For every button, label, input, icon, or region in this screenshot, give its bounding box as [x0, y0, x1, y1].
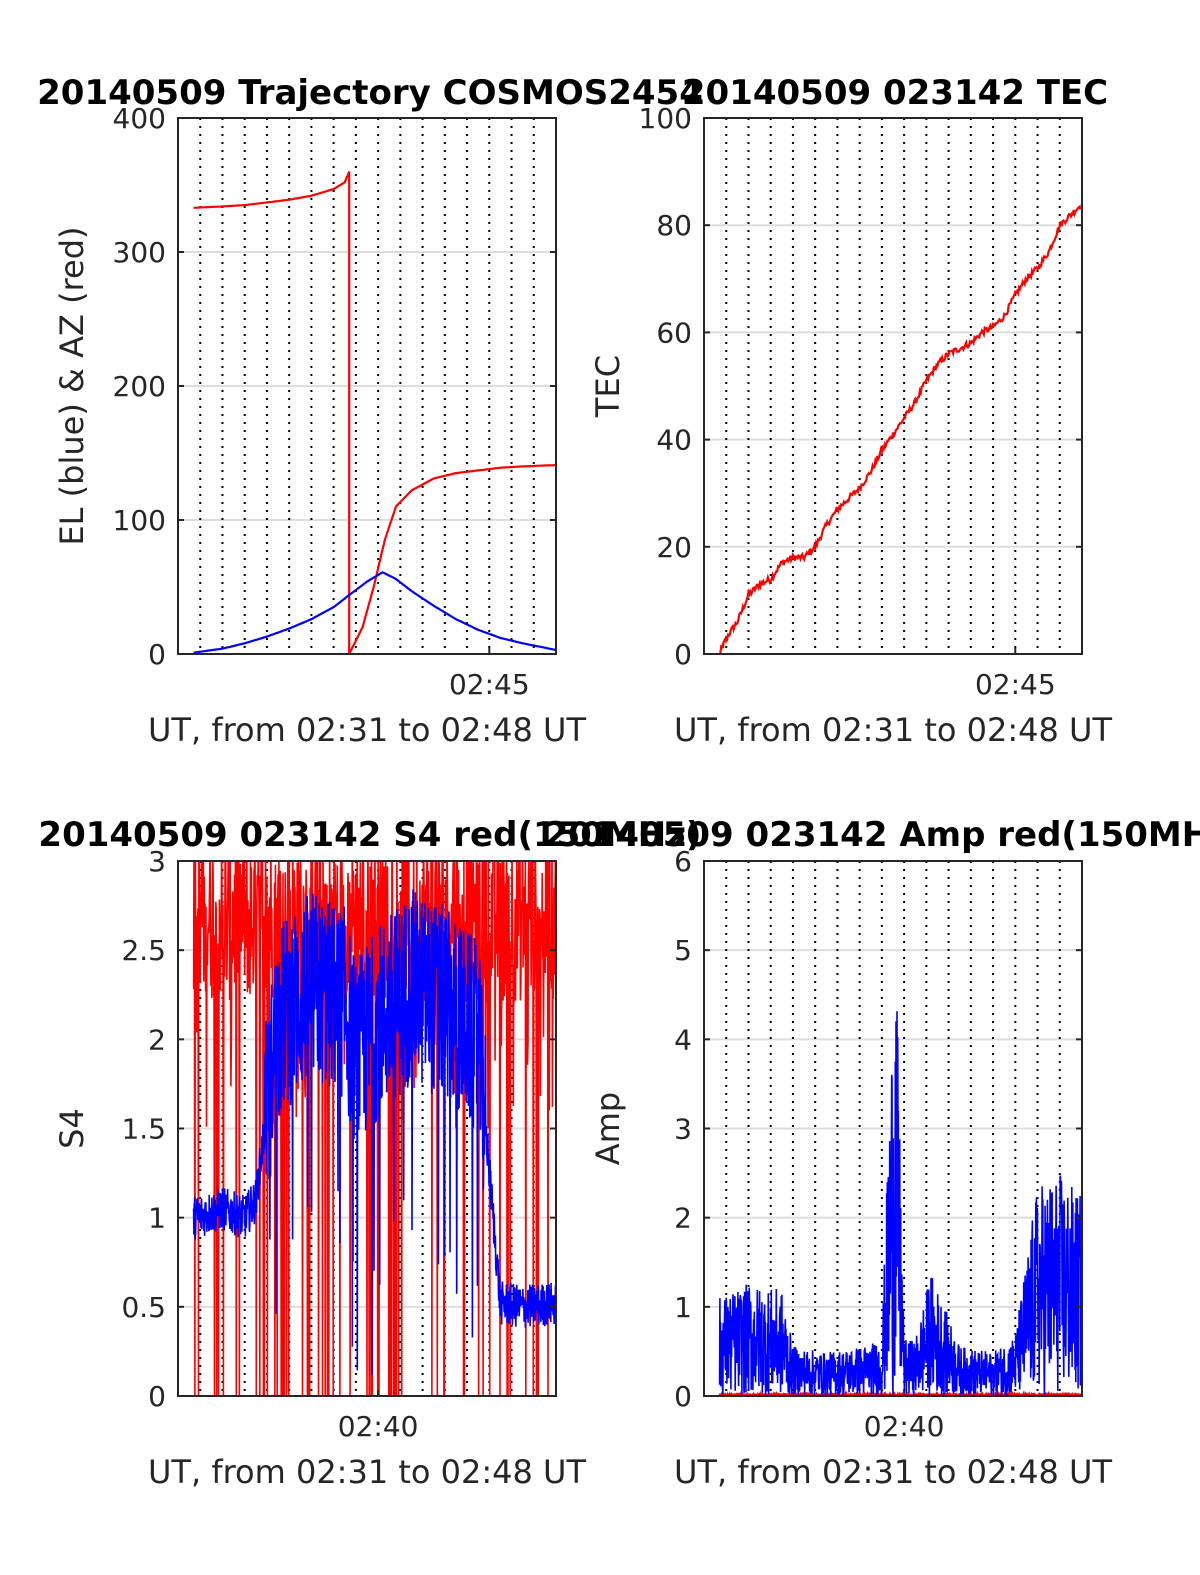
series-line — [718, 203, 1082, 654]
y-tick-label: 0 — [148, 1380, 166, 1413]
x-axis-label: UT, from 02:31 to 02:48 UT — [148, 711, 586, 749]
y-tick-label: 3 — [674, 1113, 692, 1146]
chart-4: 0 1 2 3 4 5 6 02:40 UT, from 02:31 to 02:48 UT Am… — [544, 815, 1200, 1491]
y-tick-label: 0 — [674, 1380, 692, 1413]
series-line — [192, 861, 556, 1396]
y-tick-label: 200 — [113, 370, 166, 403]
plot-area — [193, 171, 556, 654]
y-tick-label: 40 — [656, 424, 692, 457]
y-tick-label: 1 — [148, 1202, 166, 1235]
y-tick-label: 300 — [113, 236, 166, 269]
series-line — [192, 889, 556, 1375]
y-tick-label: 6 — [674, 845, 692, 878]
x-tick-label: 02:40 — [338, 1410, 419, 1443]
x-tick-label: 02:45 — [449, 668, 530, 701]
y-tick-label: 5 — [674, 934, 692, 967]
chart-title: 20140509 023142 S4 red(150MHz) — [38, 815, 701, 855]
y-tick-label: 100 — [113, 504, 166, 537]
y-tick-label: 60 — [656, 316, 692, 349]
y-tick-label: 0.5 — [121, 1291, 166, 1324]
chart-2: 0 20 40 60 80 100 02:45 UT, from 02:31 to 02:48… — [589, 73, 1112, 749]
y-tick-label: 80 — [656, 209, 692, 242]
y-tick-label: 2.5 — [121, 934, 166, 967]
axes-box — [703, 117, 1083, 655]
y-tick-label: 0 — [674, 638, 692, 671]
y-tick-label: 400 — [113, 102, 166, 135]
y-tick-label: 2 — [148, 1023, 166, 1056]
plot-area — [718, 1011, 1082, 1396]
y-axis-label: EL (blue) & AZ (red) — [53, 226, 91, 545]
y-axis-label: TEC — [589, 355, 627, 418]
series-line — [718, 1011, 1082, 1396]
x-tick-label: 02:45 — [975, 668, 1056, 701]
y-tick-label: 100 — [639, 102, 692, 135]
y-tick-label: 1 — [674, 1291, 692, 1324]
y-tick-label: 0 — [148, 638, 166, 671]
chart-title: 20140509 023142 Amp red(150MHz) — [544, 815, 1200, 855]
y-tick-label: 20 — [656, 531, 692, 564]
chart-title: 20140509 Trajectory COSMOS2454 — [37, 73, 703, 113]
x-axis-label: UT, from 02:31 to 02:48 UT — [674, 1453, 1112, 1491]
plot-area — [718, 203, 1082, 654]
x-axis-label: UT, from 02:31 to 02:48 UT — [148, 1453, 586, 1491]
chart-title: 20140509 023142 TEC — [682, 73, 1108, 113]
x-axis-label: UT, from 02:31 to 02:48 UT — [674, 711, 1112, 749]
series-line — [193, 571, 556, 654]
plot-area — [192, 861, 556, 1396]
chart-3: 0 0.5 1 1.5 2 2.5 3 02:40 UT, from 02:31 to 02:4… — [38, 815, 701, 1491]
y-axis-label: S4 — [53, 1108, 91, 1149]
x-tick-label: 02:40 — [864, 1410, 945, 1443]
y-tick-label: 4 — [674, 1023, 692, 1056]
y-tick-label: 2 — [674, 1202, 692, 1235]
series-line — [193, 171, 556, 654]
y-tick-label: 1.5 — [121, 1113, 166, 1146]
y-axis-label: Amp — [589, 1092, 627, 1165]
y-tick-label: 3 — [148, 845, 166, 878]
